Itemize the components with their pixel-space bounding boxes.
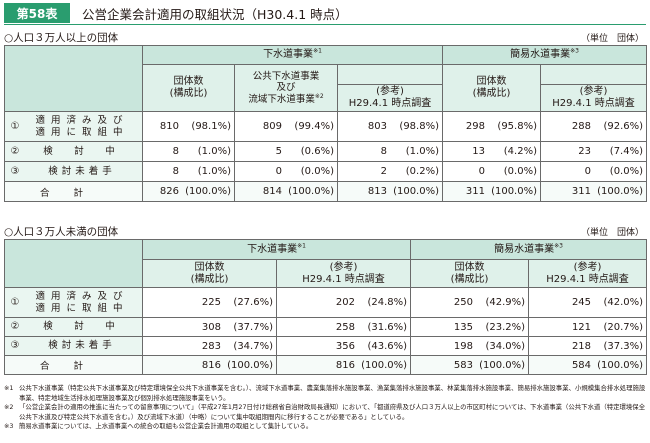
cell-value: 813 (100.0%) [337, 181, 443, 202]
table-number-badge: 第58表 [4, 3, 70, 23]
cell-value: 816 (100.0%) [142, 355, 277, 375]
cell-value: 121 (20.7%) [528, 317, 648, 337]
section1-heading: ○人口３万人以上の団体 [4, 31, 119, 44]
cell-value: 816 (100.0%) [275, 355, 412, 375]
cell-value: 288 (92.6%) [539, 111, 648, 142]
table-header: 第58表 公営企業会計適用の取組状況（H30.4.1 時点） [0, 0, 650, 26]
cell-value: 308 (37.7%) [142, 317, 277, 337]
cell-value: 8 (1.0%) [142, 141, 235, 162]
cell-value: 13 (4.2%) [442, 141, 541, 162]
cell-value: 0 (0.0%) [234, 161, 338, 182]
section1-corner [4, 45, 143, 112]
cell-value: 298 (95.8%) [442, 111, 541, 142]
cell-value: 803 (98.8%) [337, 111, 443, 142]
section2-col-simple-count: 団体数 (構成比) [410, 259, 530, 288]
total-label: 合計 [4, 355, 143, 375]
section2-col-simple-ref: (参考) H29.4.1 時点調査 [528, 259, 648, 288]
cell-value: 225 (27.6%) [142, 287, 277, 318]
table-row: ① 適用済み及び 適用に取組中 225 (27.6%) 202 (24.8%) 250… [4, 287, 648, 318]
cell-value: 356 (43.6%) [275, 336, 412, 356]
table-row: ① 適用済み及び 適用に取組中 810 (98.1%) 809 (99.4%) 803… [4, 111, 648, 142]
section1-group-simple: 簡易水道事業※3 [441, 45, 648, 65]
cell-value: 8 (1.0%) [337, 141, 443, 162]
cell-value: 584 (100.0%) [528, 355, 648, 375]
section1-col-simple-count: 団体数 (構成比) [442, 64, 541, 112]
total-label: 合計 [4, 181, 143, 202]
cell-value: 0 (0.0%) [442, 161, 541, 182]
cell-value: 826 (100.0%) [142, 181, 235, 202]
section2-group-simple: 簡易水道事業※3 [410, 239, 648, 260]
cell-value: 2 (0.2%) [337, 161, 443, 182]
section1-group-sewer: 下水道事業※1 [142, 45, 443, 65]
section1-col-spacer2 [539, 64, 648, 85]
section2-col-count: 団体数 (構成比) [142, 259, 277, 288]
cell-value: 23 (7.4%) [539, 141, 648, 162]
cell-value: 250 (42.9%) [410, 287, 530, 318]
table-row: ③ 検討未着手 8 (1.0%) 0 (0.0%) 2 (0.2%) 0 (0.0%) 0… [4, 161, 648, 182]
section1-col-simple-ref: (参考) H29.4.1 時点調査 [539, 84, 648, 112]
footnote: ※2 「公営企業会計の適用の推進に当たっての留意事項について」（平成27年1月27… [4, 403, 646, 421]
cell-value: 135 (23.2%) [410, 317, 530, 337]
cell-value: 218 (37.3%) [528, 336, 648, 356]
section2-corner [4, 239, 143, 288]
cell-value: 311 (100.0%) [442, 181, 541, 202]
cell-value: 583 (100.0%) [410, 355, 530, 375]
section2-heading: ○人口３万人未満の団体 [4, 225, 119, 238]
header-rule [4, 24, 646, 25]
section1-col-public: 公共下水道事業 及び 流域下水道事業※2 [234, 64, 338, 112]
table-total-row: 合計 826 (100.0%) 814 (100.0%) 813 (100.0%) 3… [4, 181, 648, 202]
table-total-row: 合計 816 (100.0%) 816 (100.0%) 583 (100.0%) 5… [4, 355, 648, 375]
section1-col-count: 団体数 (構成比) [142, 64, 235, 112]
footnote: ※1 公共下水道事業（特定公共下水道事業及び特定環境保全公共下水道事業を含む。）、… [4, 384, 646, 402]
section2-heading-row: ○人口３万人未満の団体 （単位 団体） [4, 224, 646, 238]
section1-table: 下水道事業※1 簡易水道事業※3 団体数 (構成比) 公共下水道事業 及び 流域… [4, 45, 648, 202]
row-label: ① 適用済み及び 適用に取組中 [4, 287, 143, 318]
footnote: ※3 簡易水道事業については、上水道事業への統合の取組も公営企業会計適用の取組とし… [4, 422, 313, 431]
section2-col-ref: (参考) H29.4.1 時点調査 [275, 259, 412, 288]
section2-unit: （単位 団体） [580, 227, 644, 238]
cell-value: 8 (1.0%) [142, 161, 235, 182]
cell-value: 809 (99.4%) [234, 111, 338, 142]
row-label: ① 適用済み及び 適用に取組中 [4, 111, 143, 142]
cell-value: 0 (0.0%) [539, 161, 648, 182]
cell-value: 245 (42.0%) [528, 287, 648, 318]
section1-heading-row: ○人口３万人以上の団体 （単位 団体） [4, 30, 646, 44]
cell-value: 198 (34.0%) [410, 336, 530, 356]
section1-col-ref: (参考) H29.4.1 時点調査 [337, 84, 443, 112]
cell-value: 814 (100.0%) [234, 181, 338, 202]
section2-table: 下水道事業※1 簡易水道事業※3 団体数 (構成比) (参考) H29.4.1 … [4, 239, 648, 375]
cell-value: 311 (100.0%) [539, 181, 648, 202]
footnotes: ※1 公共下水道事業（特定公共下水道事業及び特定環境保全公共下水道事業を含む。）、… [4, 384, 646, 432]
section1-col-spacer [337, 64, 443, 85]
row-label: ③ 検討未着手 [4, 161, 143, 182]
cell-value: 810 (98.1%) [142, 111, 235, 142]
table-title: 公営企業会計適用の取組状況（H30.4.1 時点） [82, 6, 348, 22]
section1-unit: （単位 団体） [580, 33, 644, 44]
section2-group-sewer: 下水道事業※1 [141, 239, 412, 260]
row-label: ③ 検討未着手 [4, 336, 143, 356]
cell-value: 5 (0.6%) [234, 141, 338, 162]
cell-value: 202 (24.8%) [275, 287, 412, 318]
cell-value: 258 (31.6%) [275, 317, 412, 337]
cell-value: 283 (34.7%) [142, 336, 277, 356]
table-row: ③ 検討未着手 283 (34.7%) 356 (43.6%) 198 (34.0%) … [4, 336, 648, 356]
